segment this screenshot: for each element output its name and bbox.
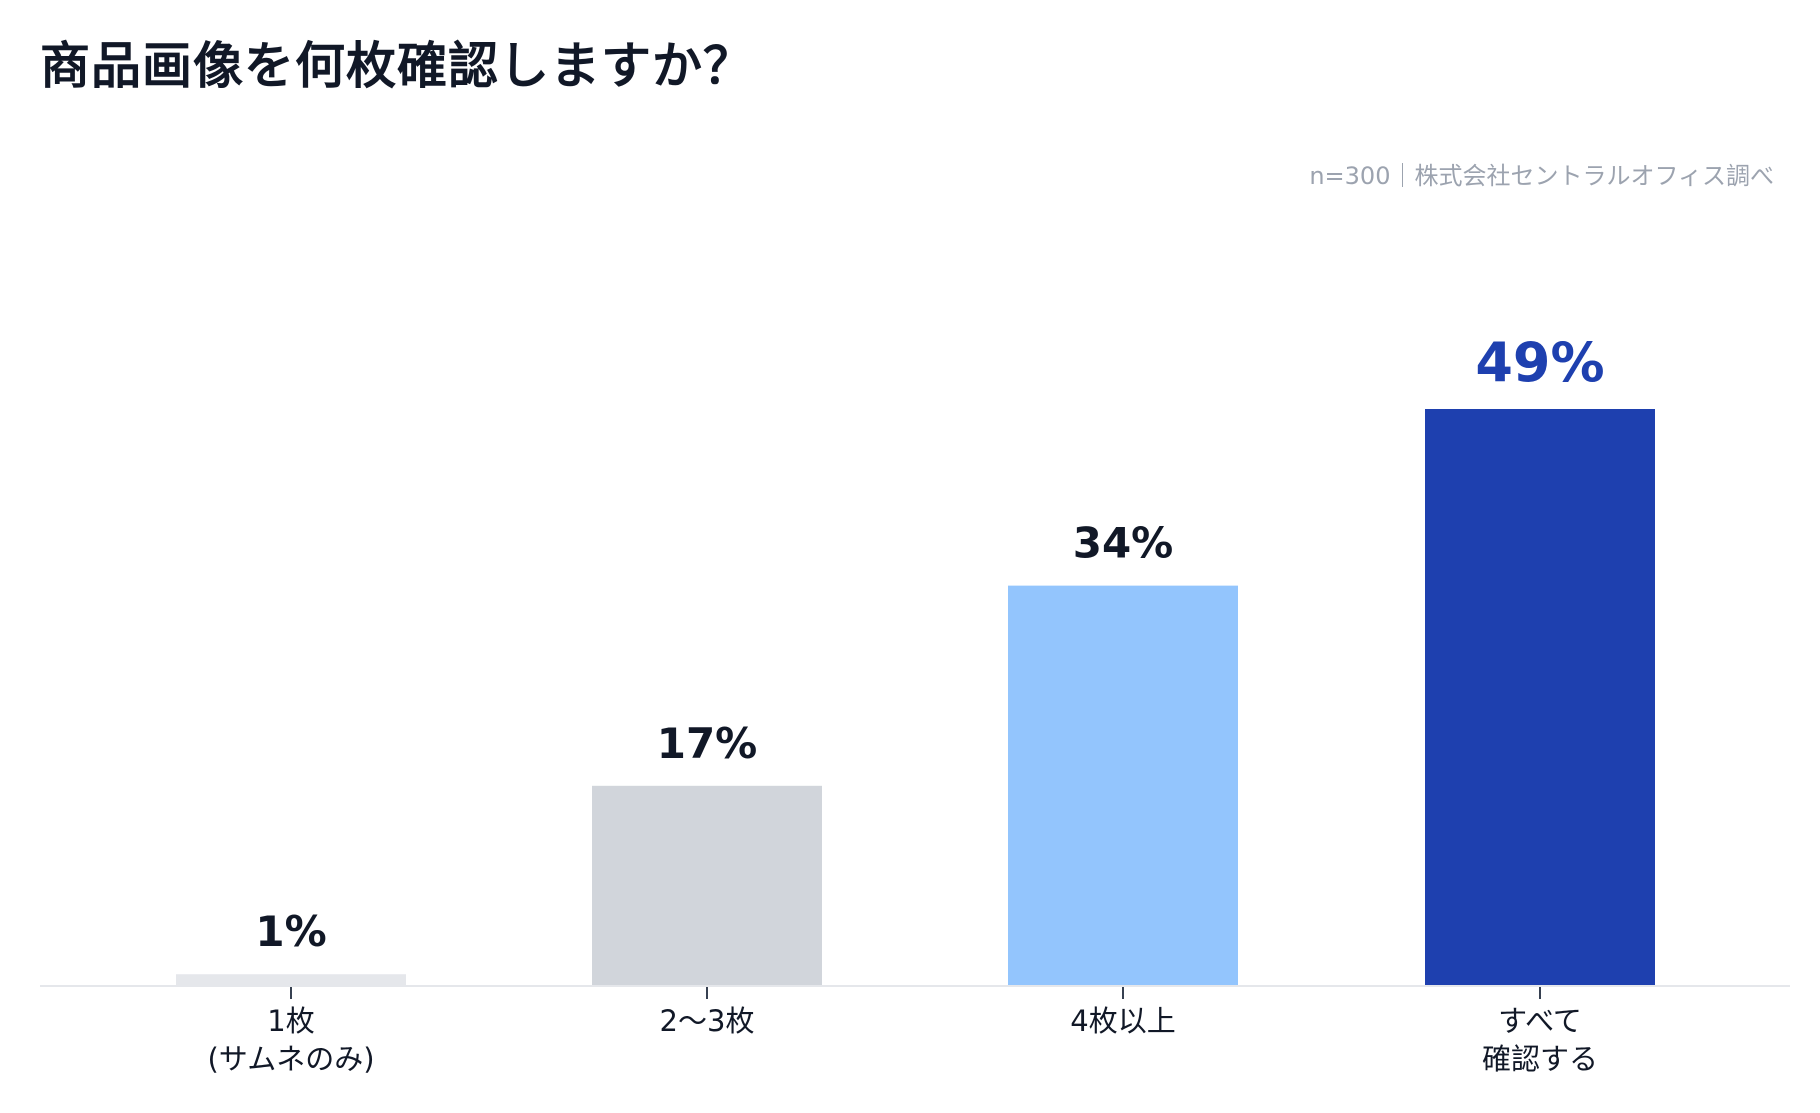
bar-4 — [1425, 409, 1655, 986]
source-note: n=300｜株式会社セントラルオフィス調べ — [1309, 162, 1774, 190]
chart-title: 商品画像を何枚確認しますか？ — [40, 37, 754, 95]
category-label-3: 4枚以上 — [1070, 1004, 1175, 1038]
category-label-1: 1枚(サムネのみ) — [207, 1004, 374, 1076]
category-label-4: すべて確認する — [1482, 1004, 1598, 1076]
bar-2 — [592, 785, 822, 986]
value-label-2: 17% — [657, 719, 758, 768]
value-label-4: 49% — [1475, 331, 1604, 394]
bar-1 — [176, 974, 406, 986]
value-label-1: 1% — [255, 907, 326, 956]
value-label-3: 34% — [1073, 519, 1174, 568]
bar-3 — [1008, 585, 1238, 986]
category-label-2: 2〜3枚 — [660, 1004, 755, 1038]
